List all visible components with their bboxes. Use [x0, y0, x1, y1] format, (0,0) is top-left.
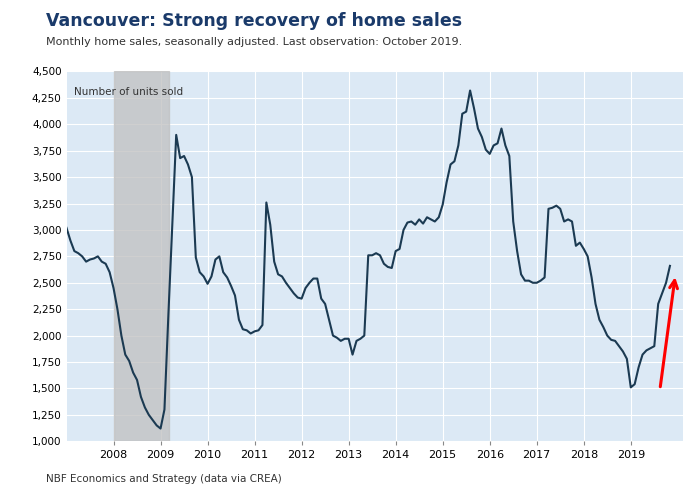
Bar [113, 71, 169, 441]
Text: Monthly home sales, seasonally adjusted. Last observation: October 2019.: Monthly home sales, seasonally adjusted.… [46, 37, 462, 47]
Text: NBF Economics and Strategy (data via CREA): NBF Economics and Strategy (data via CRE… [46, 474, 281, 484]
Text: Vancouver: Strong recovery of home sales: Vancouver: Strong recovery of home sales [46, 12, 461, 31]
Text: Number of units sold: Number of units sold [74, 87, 183, 97]
